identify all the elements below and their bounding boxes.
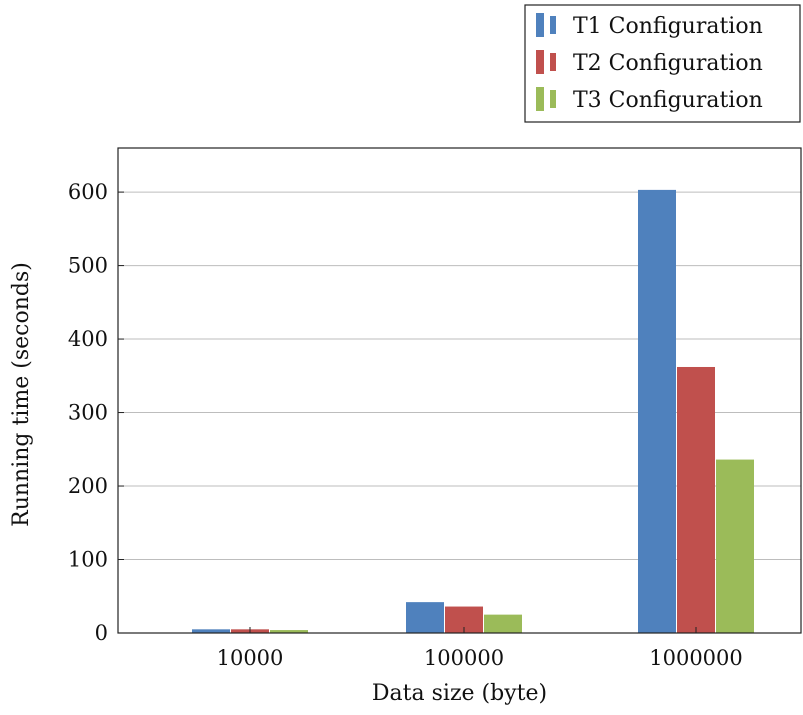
- legend-swatch: [550, 90, 556, 108]
- y-axis-ticks: 0 100 200 300 400 500 600: [68, 180, 124, 645]
- legend-swatch: [536, 50, 544, 74]
- plot-frame: [117, 147, 802, 634]
- bar-2-1000000: [677, 366, 715, 633]
- legend-swatch: [536, 87, 544, 111]
- y-tick-label: 400: [68, 327, 108, 351]
- bar-3-100000: [484, 614, 522, 633]
- bar-1-10000: [192, 629, 230, 633]
- x-tick-label: 100000: [424, 646, 504, 670]
- legend-label: T1 Configuration: [573, 14, 763, 39]
- bar-1-1000000: [638, 189, 676, 634]
- y-tick-label: 100: [68, 548, 108, 572]
- y-tick-label: 300: [68, 401, 108, 425]
- y-tick-label: 200: [68, 474, 108, 498]
- legend-swatch: [550, 53, 556, 71]
- y-tick-label: 600: [68, 180, 108, 204]
- legend-box: [524, 4, 801, 123]
- bar-3-10000: [270, 630, 308, 633]
- legend-items: T1 Configuration T2 Configuration T3 Confi…: [536, 13, 763, 113]
- bar-1-100000: [406, 602, 444, 633]
- legend: T1 Configuration T2 Configuration T3 Confi…: [524, 4, 801, 123]
- legend-swatch: [536, 13, 544, 37]
- legend-label: T2 Configuration: [573, 51, 763, 76]
- legend-label: T3 Configuration: [573, 88, 763, 113]
- y-axis-label: Running time (seconds): [9, 262, 34, 527]
- bars: [192, 189, 754, 634]
- y-tick-label: 500: [68, 254, 108, 278]
- bar-3-1000000: [716, 459, 754, 633]
- legend-swatch: [550, 16, 556, 34]
- x-axis-ticks: 10000 100000 1000000: [217, 627, 743, 670]
- x-tick-label: 10000: [217, 646, 284, 670]
- y-tick-label: 0: [95, 621, 108, 645]
- x-axis-label: Data size (byte): [372, 681, 547, 706]
- x-tick-label: 1000000: [649, 646, 743, 670]
